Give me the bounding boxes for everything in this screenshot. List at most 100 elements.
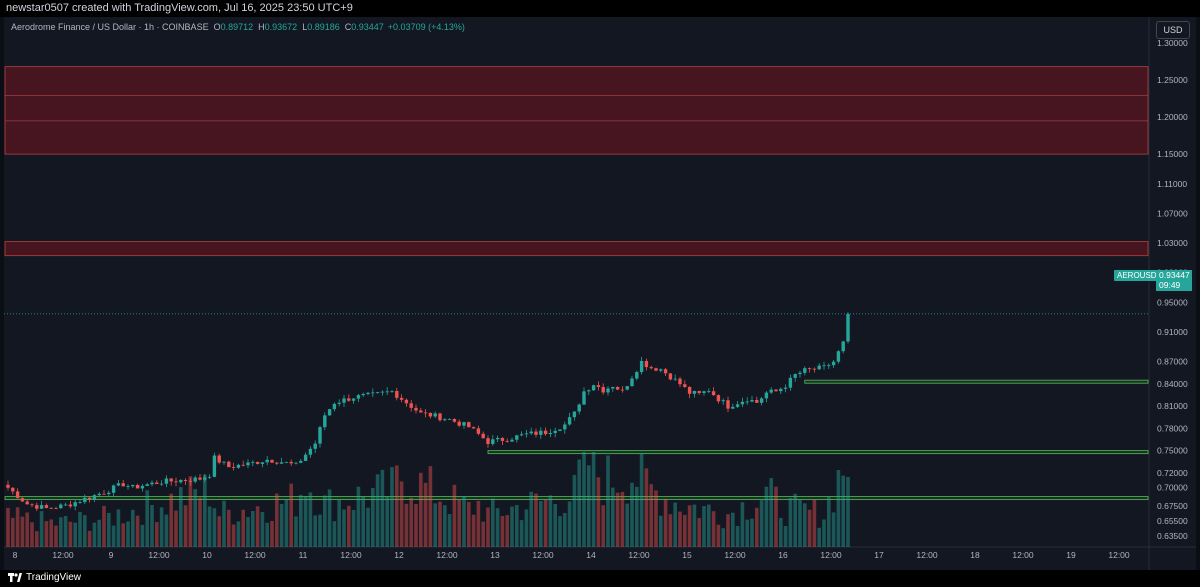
candle bbox=[553, 430, 557, 433]
candle bbox=[203, 477, 207, 480]
volume-bar bbox=[347, 505, 351, 547]
x-tick-label: 12:00 bbox=[244, 550, 266, 560]
y-tick-label: 0.75000 bbox=[1157, 446, 1188, 456]
symbol-legend: Aerodrome Finance / US Dollar · 1h · COI… bbox=[11, 22, 465, 32]
candle bbox=[308, 448, 313, 455]
candle bbox=[779, 388, 783, 392]
candle bbox=[337, 402, 341, 404]
candle bbox=[279, 462, 284, 464]
y-tick-label: 0.95000 bbox=[1157, 297, 1188, 307]
candle bbox=[539, 430, 543, 435]
volume-bar bbox=[812, 499, 817, 547]
volume-bar bbox=[15, 507, 20, 547]
candle bbox=[548, 432, 553, 435]
volume-bar bbox=[404, 503, 409, 547]
volume-bar bbox=[702, 506, 706, 547]
x-tick-label: 12:00 bbox=[820, 550, 842, 560]
candle bbox=[711, 391, 716, 396]
volume-bar bbox=[207, 506, 212, 547]
volume-bar bbox=[822, 519, 826, 547]
volume-bar bbox=[779, 517, 783, 547]
candle bbox=[558, 429, 562, 431]
candle bbox=[793, 374, 797, 378]
candle bbox=[361, 394, 365, 396]
volume-bar bbox=[121, 523, 125, 547]
volume-bar bbox=[6, 507, 10, 547]
chart-author-line: newstar0507 created with TradingView.com… bbox=[0, 0, 1200, 17]
candle bbox=[457, 421, 461, 426]
candle bbox=[294, 462, 298, 464]
support-line-1 bbox=[804, 379, 1149, 384]
candle bbox=[183, 480, 188, 481]
close-label: C bbox=[344, 22, 352, 32]
resistance-zone-1 bbox=[4, 66, 1149, 155]
candle bbox=[107, 492, 111, 495]
x-tick-label: 18 bbox=[970, 550, 980, 560]
volume-bar bbox=[591, 452, 596, 547]
volume-bar bbox=[419, 472, 423, 547]
volume-bar bbox=[299, 494, 303, 547]
volume-bar bbox=[140, 524, 145, 547]
x-tick-label: 12 bbox=[394, 550, 404, 560]
volume-bar bbox=[126, 521, 130, 547]
candle bbox=[817, 365, 821, 370]
candle bbox=[591, 385, 596, 391]
candle bbox=[246, 462, 250, 466]
candle bbox=[399, 397, 404, 400]
volume-bar bbox=[678, 511, 682, 547]
candle bbox=[433, 413, 437, 417]
x-tick-label: 10 bbox=[202, 550, 212, 560]
x-tick-label: 12:00 bbox=[532, 550, 554, 560]
x-tick-label: 12:00 bbox=[1012, 550, 1034, 560]
volume-bar bbox=[673, 502, 677, 547]
low-value: 0.89186 bbox=[307, 22, 340, 32]
volume-bar bbox=[827, 497, 831, 547]
candle bbox=[54, 508, 58, 510]
volume-bar bbox=[539, 501, 543, 547]
candle bbox=[30, 504, 34, 506]
candle bbox=[78, 502, 82, 503]
volume-bar bbox=[659, 515, 663, 547]
volume-bar bbox=[356, 486, 361, 547]
volume-bar bbox=[793, 493, 797, 547]
support-line-2 bbox=[487, 450, 1149, 455]
volume-bar bbox=[169, 493, 173, 547]
volume-bar bbox=[337, 499, 341, 547]
candle bbox=[92, 495, 97, 500]
candle bbox=[414, 407, 418, 411]
candle bbox=[567, 417, 572, 425]
last-price-value: 0.93447 bbox=[1159, 270, 1190, 280]
last-price-tag: 0.93447 09:49 bbox=[1156, 270, 1192, 291]
candle bbox=[212, 455, 217, 477]
candlestick-chart[interactable]: 1.30000 1.25000 1.20000 1.15000 1.11000 1.070… bbox=[4, 17, 1196, 570]
candle bbox=[145, 484, 149, 486]
candle bbox=[635, 372, 639, 379]
tradingview-logo[interactable]: TradingView bbox=[8, 572, 81, 583]
volume-bar bbox=[97, 519, 101, 547]
candle bbox=[716, 395, 721, 402]
symbol-title: Aerodrome Finance / US Dollar · 1h · COI… bbox=[11, 22, 209, 32]
candle bbox=[812, 368, 817, 370]
volume-bar bbox=[342, 509, 346, 547]
support-line-3 bbox=[4, 496, 1149, 501]
volume-bar bbox=[481, 521, 485, 547]
candle bbox=[255, 461, 260, 464]
y-tick-label: 1.03000 bbox=[1157, 238, 1188, 248]
volume-bar bbox=[131, 509, 135, 547]
volume-bar bbox=[236, 521, 241, 547]
candle bbox=[231, 467, 236, 468]
low-label: L bbox=[302, 22, 308, 32]
volume-bar bbox=[587, 465, 591, 547]
volume-bar bbox=[462, 496, 466, 547]
volume-bar bbox=[212, 508, 217, 547]
candle bbox=[654, 368, 658, 371]
candle bbox=[419, 410, 423, 413]
candle bbox=[188, 480, 193, 482]
volume-bar bbox=[654, 490, 658, 547]
x-tick-label: 12:00 bbox=[724, 550, 746, 560]
open-label: O bbox=[213, 22, 221, 32]
candle bbox=[342, 398, 346, 403]
currency-button[interactable]: USD bbox=[1156, 21, 1190, 39]
x-tick-label: 9 bbox=[109, 550, 114, 560]
volume-bar bbox=[798, 499, 802, 547]
